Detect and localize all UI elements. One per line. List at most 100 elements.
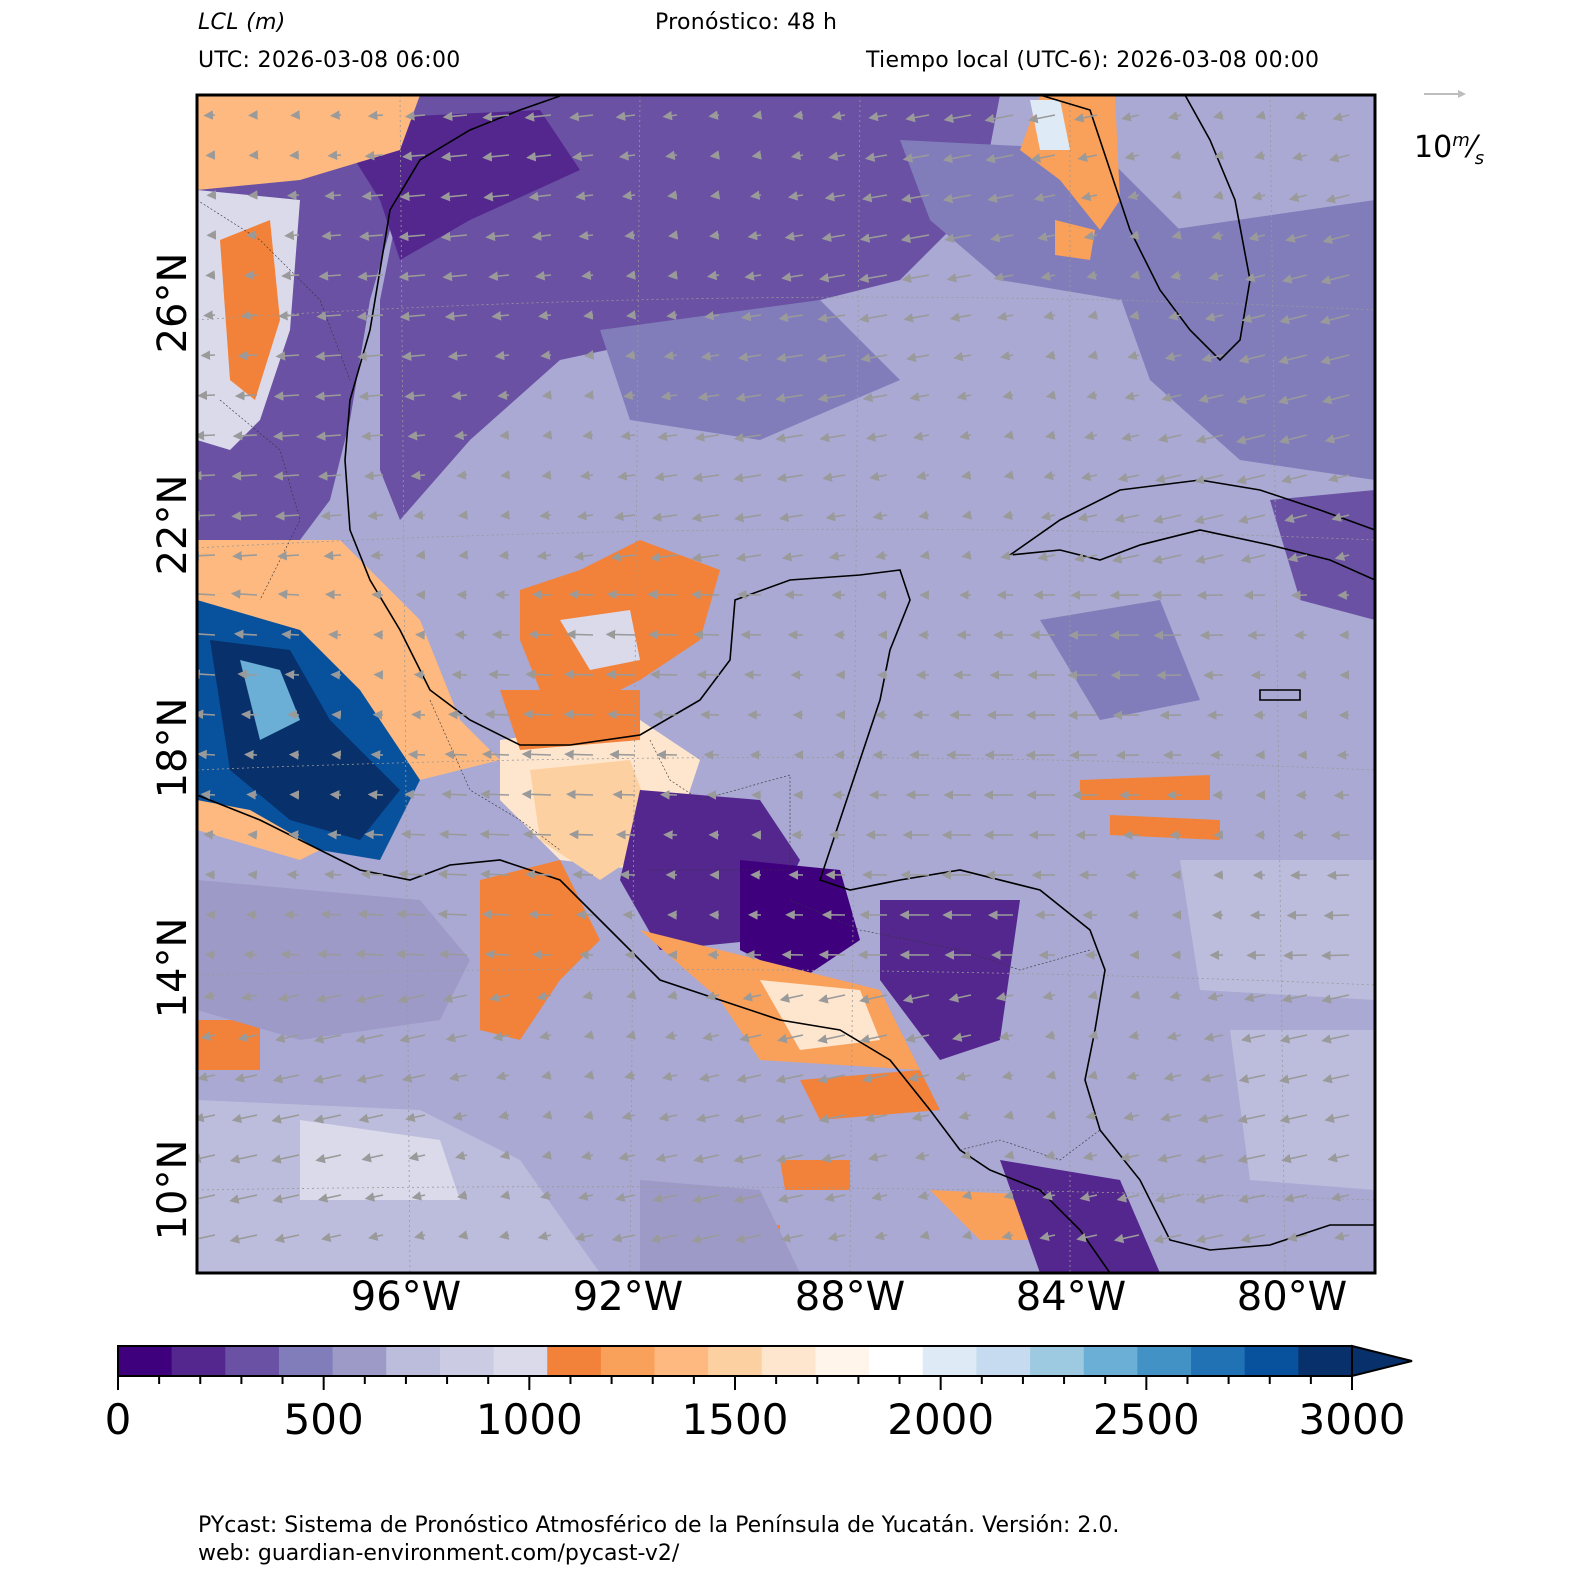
wind-vector [495, 1071, 510, 1081]
wind-vector [237, 350, 258, 361]
wind-vector [286, 870, 300, 880]
wind-vector [364, 1192, 384, 1202]
wind-vector [817, 393, 846, 403]
colorbar-segment [386, 1346, 441, 1376]
wind-vector [1334, 551, 1350, 561]
colorbar-segment [1244, 1346, 1299, 1376]
wind-vector [280, 949, 300, 960]
wind-vector [912, 431, 930, 441]
wind-vector [411, 1191, 426, 1201]
wind-vector [903, 313, 930, 323]
wind-vector [609, 749, 636, 760]
wind-vector [397, 994, 426, 1004]
wind-vector [625, 990, 637, 1000]
wind-vector [1204, 312, 1224, 322]
wind-vector [734, 1234, 762, 1244]
wind-vector [611, 1233, 636, 1243]
colorbar-segment [1191, 1346, 1246, 1376]
wind-vector [1279, 314, 1308, 325]
colorbar-segment [1083, 1346, 1138, 1376]
wind-vector [246, 230, 258, 240]
wind-vector [458, 550, 469, 560]
wind-vector [323, 550, 342, 561]
wind-vector [272, 1194, 300, 1204]
wind-vector [440, 231, 468, 242]
wind-vector [314, 391, 342, 401]
wind-vector [370, 550, 384, 561]
wind-vector [1281, 1153, 1308, 1164]
colorbar-tick-label: 500 [284, 1395, 364, 1444]
wind-vector [616, 829, 636, 840]
wind-vector [203, 990, 216, 1001]
wind-vector [858, 273, 888, 283]
wind-vector [621, 190, 636, 201]
wind-vector [497, 390, 510, 400]
wind-vector [1208, 271, 1224, 281]
wind-vector [660, 391, 678, 401]
wind-vector [1195, 554, 1224, 565]
wind-vector [1083, 231, 1098, 241]
wind-vector [1080, 191, 1098, 202]
wind-vector [827, 1232, 846, 1242]
wind-vector [273, 391, 300, 401]
wind-vector [402, 151, 426, 161]
wind-vector [909, 392, 930, 402]
wind-vector [368, 1231, 384, 1241]
wind-vector [906, 352, 930, 363]
wind-vector [691, 1194, 720, 1204]
wind-vector [1124, 391, 1140, 401]
wind-vector [667, 270, 678, 280]
wind-vector [1245, 272, 1266, 283]
wind-vector [776, 472, 804, 483]
wind-vector [484, 709, 510, 720]
wind-vector [1195, 434, 1224, 444]
wind-vector [784, 231, 804, 242]
wind-vector [456, 1190, 468, 1200]
wind-vector [1324, 434, 1350, 444]
wind-vector [781, 552, 804, 562]
wind-vector [200, 350, 216, 361]
wind-vector [583, 1070, 595, 1080]
wind-vector [1326, 870, 1350, 881]
wind-vector [231, 1113, 258, 1124]
wind-vector [1330, 830, 1350, 841]
wind-vector [485, 231, 510, 242]
wind-vector [565, 629, 594, 640]
forecast-hour: Pronóstico: 48 h [655, 10, 838, 35]
wind-vector [479, 829, 510, 840]
wind-vector [447, 351, 468, 361]
colorbar-segment [1137, 1346, 1192, 1376]
wind-vector [777, 1193, 804, 1204]
local-time: Tiempo local (UTC-6): 2026-03-08 00:00 [866, 48, 1320, 73]
lcl-field [197, 95, 1375, 1273]
wind-vector [395, 949, 426, 959]
colorbar-segment [708, 1346, 763, 1376]
wind-vector [488, 669, 510, 680]
wind-vector [1240, 553, 1266, 564]
wind-vector [1116, 1193, 1140, 1203]
wind-vector [652, 709, 678, 720]
wind-vector [1320, 274, 1350, 285]
colorbar-tick-label: 0 [105, 1395, 132, 1444]
wind-vector [1168, 111, 1182, 121]
wind-vector [442, 993, 468, 1003]
wind-vector [573, 551, 594, 561]
wind-vector [411, 710, 426, 720]
wind-vector [1236, 474, 1266, 485]
wind-vector [324, 869, 342, 880]
colorbar-segment [1030, 1346, 1085, 1376]
wind-vector [735, 552, 762, 563]
wind-vector [942, 153, 972, 164]
colorbar-segment [171, 1346, 226, 1376]
wind-vector [1286, 910, 1308, 921]
wind-vector [657, 431, 678, 442]
wind-vector [531, 231, 552, 241]
wind-vector [709, 230, 720, 240]
wind-vector [271, 1154, 300, 1164]
wind-vector [274, 1233, 300, 1243]
wind-vector [777, 1033, 804, 1044]
wind-vector [357, 271, 384, 282]
wind-vector [582, 430, 594, 440]
wind-vector [665, 150, 678, 161]
wind-vector [1074, 113, 1098, 123]
